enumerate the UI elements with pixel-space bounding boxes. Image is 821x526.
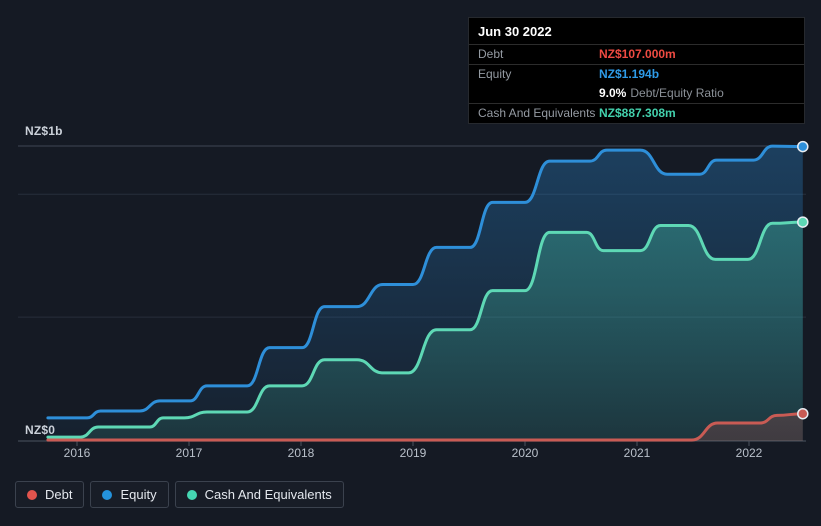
y-axis-label-zero: NZ$0 (25, 423, 56, 437)
x-axis-label-2018: 2018 (287, 446, 315, 460)
x-axis-label-2020: 2020 (511, 446, 539, 460)
tooltip-cash-value: NZ$887.308m (599, 106, 676, 120)
endpoint-dot-equity[interactable] (797, 140, 809, 153)
legend-item-equity[interactable]: Equity (90, 481, 169, 508)
legend-cash-label: Cash And Equivalents (204, 487, 332, 502)
endpoint-dot-cash[interactable] (797, 216, 809, 228)
equity-series-dot-icon (102, 489, 113, 500)
x-axis-label-2021: 2021 (623, 446, 651, 460)
legend-debt-label: Debt (45, 487, 73, 502)
tooltip-equity-label: Equity (478, 67, 512, 81)
area-debt (47, 413, 803, 441)
tooltip-ratio-label: Debt/Equity Ratio (630, 86, 724, 100)
tooltip-debt-label: Debt (478, 47, 504, 61)
x-axis-label-2016: 2016 (63, 446, 91, 460)
tooltip-row-equity: Equity NZ$1.194b (469, 64, 804, 84)
tooltip-row-cash: Cash And Equivalents NZ$887.308m (469, 103, 804, 123)
debt-series-dot-icon (27, 489, 37, 500)
legend-item-debt[interactable]: Debt (15, 481, 85, 508)
line-equity (46, 144, 805, 420)
endpoint-dot-debt[interactable] (797, 407, 809, 420)
tooltip-row-ratio: 9.0% Debt/Equity Ratio (469, 84, 804, 103)
tooltip-debt-value: NZ$107.000m (599, 47, 676, 61)
tooltip-cash-label: Cash And Equivalents (478, 106, 596, 120)
tooltip-row-debt: Debt NZ$107.000m (469, 44, 804, 64)
tooltip-date: Jun 30 2022 (478, 24, 552, 39)
tooltip-ratio-value: 9.0% (599, 86, 627, 100)
x-axis-label-2019: 2019 (399, 446, 427, 460)
legend-equity-label: Equity (120, 487, 157, 502)
y-axis-label-max: NZ$1b (25, 124, 63, 138)
x-axis-label-2022: 2022 (735, 446, 763, 460)
x-axis-label-2017: 2017 (175, 446, 203, 460)
legend: Debt Equity Cash And Equivalents (15, 481, 344, 508)
legend-item-cash[interactable]: Cash And Equivalents (174, 481, 344, 508)
line-cash (46, 220, 805, 439)
line-debt (46, 412, 805, 442)
tooltip-equity-value: NZ$1.194b (599, 67, 660, 81)
area-cash (47, 222, 803, 441)
cash-series-dot-icon (186, 489, 197, 500)
tooltip: Jun 30 2022 Debt NZ$107.000m Equity NZ$1… (468, 17, 805, 124)
